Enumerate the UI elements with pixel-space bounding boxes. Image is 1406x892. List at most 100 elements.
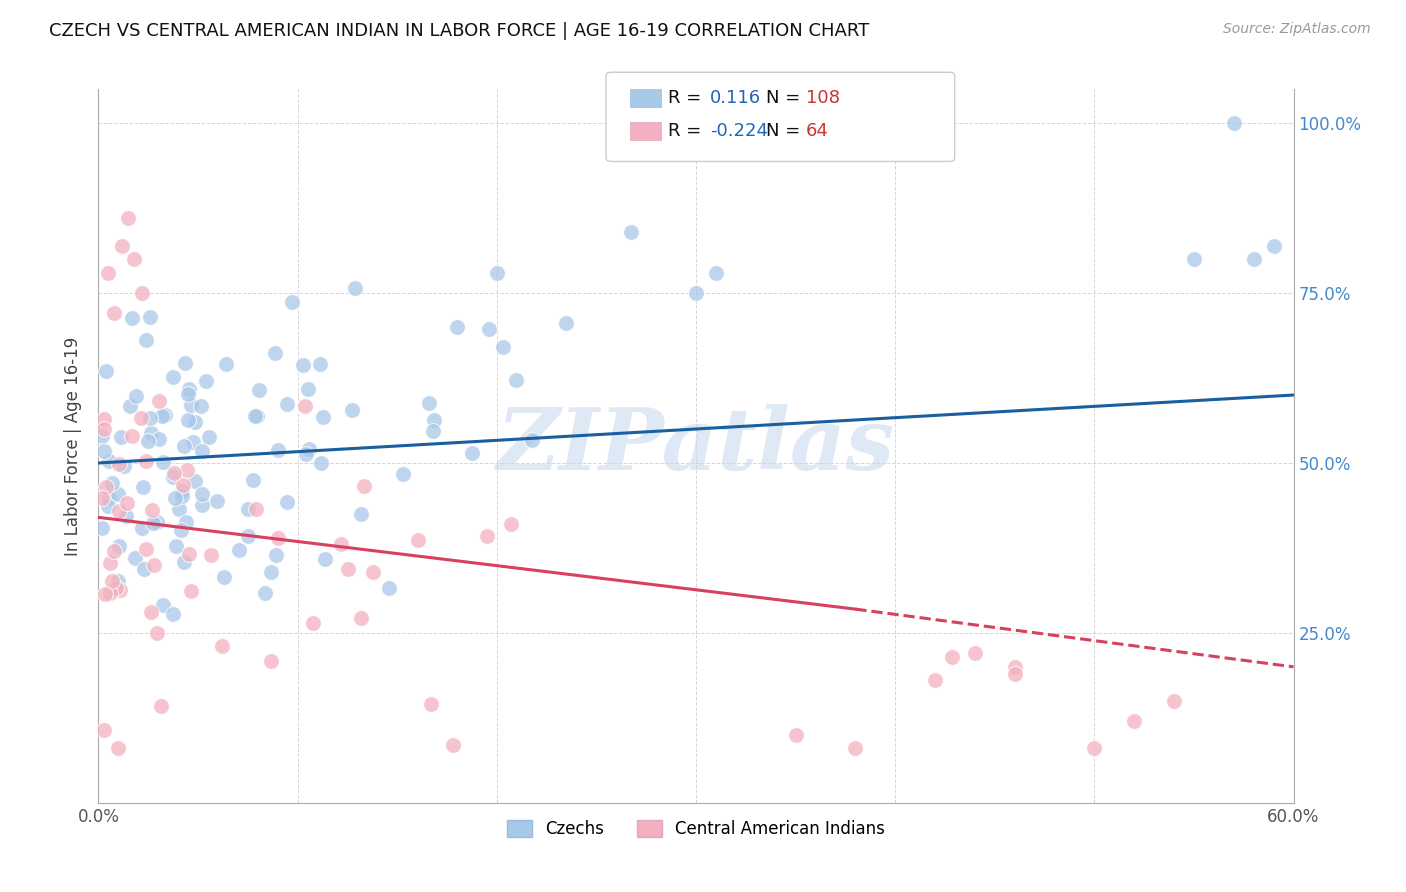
Point bbox=[173, 555, 195, 569]
Point bbox=[1004, 660, 1026, 674]
Point bbox=[176, 516, 198, 530]
Point bbox=[211, 639, 233, 653]
Text: ZIPatlas: ZIPatlas bbox=[496, 404, 896, 488]
Point bbox=[420, 697, 443, 711]
Point bbox=[176, 463, 198, 477]
Text: N =: N = bbox=[766, 89, 800, 107]
Point bbox=[167, 502, 190, 516]
Point bbox=[844, 741, 866, 756]
Point bbox=[291, 358, 314, 372]
Point bbox=[785, 728, 807, 742]
Point bbox=[505, 372, 527, 386]
Point bbox=[98, 586, 121, 600]
Point bbox=[246, 409, 269, 423]
Point bbox=[215, 357, 238, 371]
Point bbox=[522, 433, 544, 447]
Point bbox=[267, 531, 290, 545]
Point bbox=[337, 562, 360, 576]
Point bbox=[149, 698, 172, 713]
Point bbox=[172, 478, 194, 492]
Point bbox=[1223, 116, 1246, 130]
Point bbox=[111, 238, 134, 252]
Point bbox=[184, 474, 207, 488]
Point bbox=[460, 446, 482, 460]
Text: 64: 64 bbox=[806, 122, 828, 140]
Point bbox=[478, 321, 501, 335]
Point bbox=[146, 515, 169, 529]
Text: 0.116: 0.116 bbox=[710, 89, 761, 107]
Point bbox=[180, 399, 202, 413]
Point bbox=[148, 394, 170, 409]
Point bbox=[162, 369, 184, 384]
Point bbox=[297, 382, 319, 396]
Y-axis label: In Labor Force | Age 16-19: In Labor Force | Age 16-19 bbox=[65, 336, 83, 556]
Point bbox=[163, 466, 186, 480]
Point bbox=[245, 501, 267, 516]
Point bbox=[177, 386, 200, 401]
Point bbox=[477, 529, 499, 543]
Point bbox=[139, 310, 162, 324]
Point bbox=[152, 454, 174, 468]
Point bbox=[350, 508, 373, 522]
Point bbox=[112, 459, 135, 474]
Point bbox=[177, 548, 200, 562]
Point bbox=[302, 616, 325, 631]
Point bbox=[132, 479, 155, 493]
Point bbox=[195, 374, 218, 388]
Point bbox=[391, 467, 413, 482]
Point bbox=[243, 409, 266, 424]
Point bbox=[155, 409, 177, 423]
Point bbox=[101, 475, 124, 490]
Point bbox=[941, 650, 963, 665]
Point bbox=[281, 295, 304, 310]
Text: Source: ZipAtlas.com: Source: ZipAtlas.com bbox=[1223, 22, 1371, 37]
Point bbox=[276, 494, 298, 508]
Point bbox=[91, 429, 114, 443]
Point bbox=[704, 266, 727, 280]
Point bbox=[150, 409, 173, 423]
Text: CZECH VS CENTRAL AMERICAN INDIAN IN LABOR FORCE | AGE 16-19 CORRELATION CHART: CZECH VS CENTRAL AMERICAN INDIAN IN LABO… bbox=[49, 22, 869, 40]
Point bbox=[260, 565, 283, 579]
Point bbox=[115, 509, 138, 524]
Point bbox=[110, 429, 132, 443]
Point bbox=[124, 551, 146, 566]
Point bbox=[309, 357, 332, 371]
Point bbox=[121, 429, 143, 443]
Point bbox=[152, 598, 174, 612]
Text: R =: R = bbox=[668, 122, 702, 140]
Point bbox=[1263, 238, 1285, 252]
Point bbox=[176, 413, 198, 427]
Point bbox=[120, 399, 142, 413]
Point bbox=[963, 646, 986, 660]
Point bbox=[263, 346, 285, 360]
Point bbox=[309, 456, 332, 470]
Point bbox=[685, 286, 707, 301]
Point bbox=[1163, 694, 1185, 708]
Point bbox=[98, 454, 121, 468]
Point bbox=[422, 424, 444, 438]
Point bbox=[107, 574, 129, 589]
Point bbox=[124, 252, 146, 266]
Point bbox=[135, 542, 157, 557]
Point bbox=[1182, 252, 1205, 266]
Point bbox=[117, 211, 139, 226]
Point bbox=[205, 494, 228, 508]
Point bbox=[238, 502, 260, 516]
Point bbox=[172, 489, 194, 503]
Point bbox=[97, 500, 120, 514]
Point bbox=[108, 457, 131, 471]
Point bbox=[1004, 666, 1026, 681]
Point bbox=[353, 479, 375, 493]
Point bbox=[131, 520, 153, 534]
Point bbox=[135, 334, 157, 348]
Point bbox=[294, 400, 316, 414]
Point bbox=[131, 286, 153, 301]
Point bbox=[97, 491, 120, 506]
Point bbox=[139, 410, 162, 425]
Point bbox=[190, 400, 212, 414]
Text: N =: N = bbox=[766, 122, 800, 140]
Point bbox=[125, 389, 148, 403]
Point bbox=[1243, 252, 1265, 266]
Point bbox=[170, 524, 193, 538]
Point bbox=[91, 520, 114, 534]
